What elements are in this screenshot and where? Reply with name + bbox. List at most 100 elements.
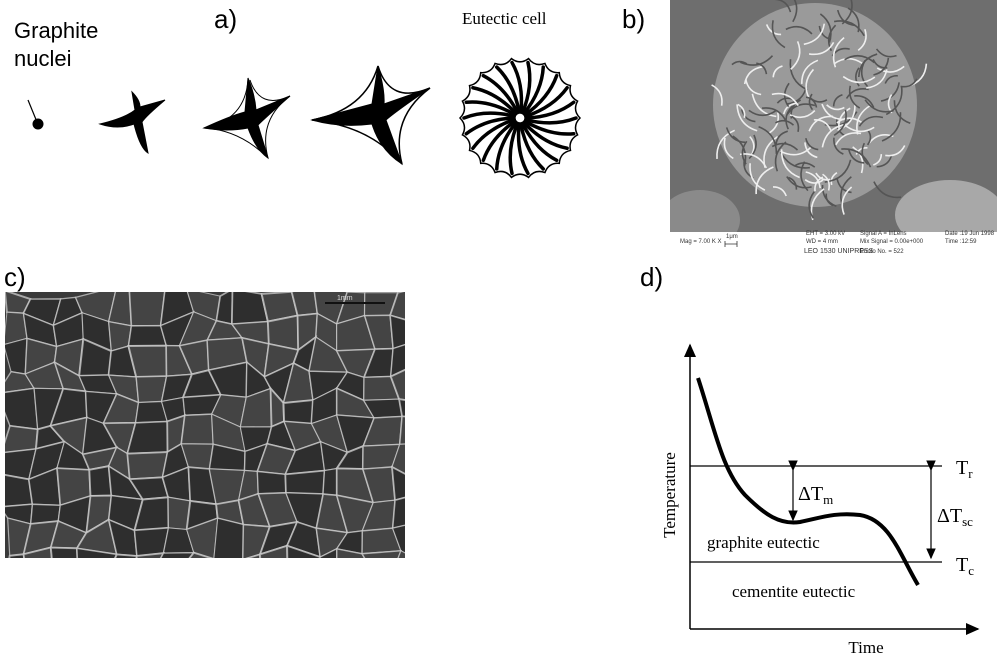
grain: [160, 552, 196, 558]
sem-info: Mag = 7.00 K X 1μm EHT = 3.00 kV WD = 4 …: [680, 231, 995, 255]
graphite-flake: [481, 119, 517, 163]
flake: [790, 41, 801, 70]
flake: [808, 93, 814, 111]
flake: [756, 62, 768, 75]
flake: [761, 107, 787, 122]
flake: [832, 93, 843, 107]
graphite-label: graphite eutectic: [707, 533, 820, 552]
flake: [825, 193, 834, 207]
symbol: ΔT: [798, 483, 823, 505]
flake: [864, 99, 894, 113]
info: Time :12:59: [945, 239, 977, 245]
grain: [256, 470, 287, 495]
flake: [789, 109, 816, 119]
flake: [723, 137, 734, 160]
graphite-flake: [520, 121, 559, 163]
info: LEO 1530 UNIPRESS: [804, 248, 874, 255]
x-axis-label: Time: [848, 638, 883, 657]
grain: [389, 314, 405, 350]
graphite-flake: [471, 85, 518, 116]
cooling-diagram: Temperature Time Tr Tc ΔTm ΔTsc graphite…: [660, 343, 980, 657]
flake: [772, 65, 783, 78]
tc-label: Tc: [956, 554, 974, 578]
grain: [237, 573, 273, 609]
flake: [847, 7, 860, 33]
grain: [418, 417, 454, 452]
flake: [819, 13, 832, 43]
flake: [785, 25, 813, 35]
grain: [415, 474, 451, 507]
grain: [336, 547, 366, 558]
flake: [748, 109, 776, 117]
panel-label: b): [622, 4, 645, 34]
dendrite: [202, 77, 291, 160]
grain: [283, 580, 319, 609]
cell-boundary: [458, 57, 582, 179]
grain: [414, 366, 451, 403]
flake: [873, 57, 890, 76]
flake: [748, 134, 757, 160]
grain: [360, 549, 403, 558]
flake: [786, 103, 816, 115]
grain: [362, 571, 402, 599]
growth-sketches: [27, 57, 582, 179]
flake: [809, 97, 828, 103]
grain: [128, 292, 166, 327]
micrograph: 1mm: [5, 288, 455, 609]
flake: [838, 107, 851, 130]
sem-image: [670, 0, 997, 232]
grain: [417, 288, 455, 325]
flake: [772, 186, 787, 197]
grain: [180, 413, 214, 445]
subscript: r: [968, 466, 973, 481]
flake: [835, 117, 846, 137]
flake: [855, 147, 868, 155]
graphite-flake: [519, 122, 546, 171]
flake: [813, 119, 832, 131]
info: Mix Signal = 0.00e+000: [860, 239, 924, 245]
graphite-flake: [464, 100, 517, 117]
grain: [282, 398, 315, 425]
flake: [745, 79, 762, 96]
flake: [821, 103, 845, 121]
grain: [389, 368, 405, 401]
flake: [848, 85, 861, 109]
flake: [841, 186, 853, 215]
grain: [416, 443, 454, 480]
grain: [388, 573, 429, 599]
flake: [836, 178, 852, 194]
grain: [213, 517, 244, 558]
flake: [873, 154, 883, 166]
dtsc-label: ΔTsc: [937, 505, 973, 529]
grain: [319, 547, 338, 558]
flake: [775, 130, 788, 146]
flake: [731, 60, 748, 66]
graphite-flake: [520, 60, 532, 115]
info: 1μm: [726, 234, 738, 240]
graphite-flake: [524, 100, 576, 120]
flake: [884, 74, 898, 84]
flake: [836, 9, 856, 27]
grain: [391, 524, 405, 554]
grain: [398, 415, 405, 446]
dtm-label: ΔTm: [798, 483, 833, 507]
dendrite: [98, 90, 166, 155]
info: WD = 4 mm: [806, 239, 838, 245]
info: EHT = 3.00 kV: [806, 231, 845, 237]
grain: [127, 324, 168, 347]
flake: [834, 132, 862, 146]
flake: [771, 92, 799, 106]
flake: [789, 59, 808, 91]
grain: [186, 517, 219, 558]
flake: [826, 104, 845, 111]
panel-a: Graphite nuclei a): [14, 4, 237, 71]
flake: [856, 104, 871, 135]
grain: [5, 473, 34, 508]
graphite-flake: [494, 65, 521, 114]
subscript: sc: [962, 514, 973, 529]
grain: [127, 344, 168, 378]
flake: [841, 148, 872, 168]
flake: [833, 109, 847, 136]
flake: [876, 65, 905, 73]
graphite-flake: [508, 121, 520, 176]
